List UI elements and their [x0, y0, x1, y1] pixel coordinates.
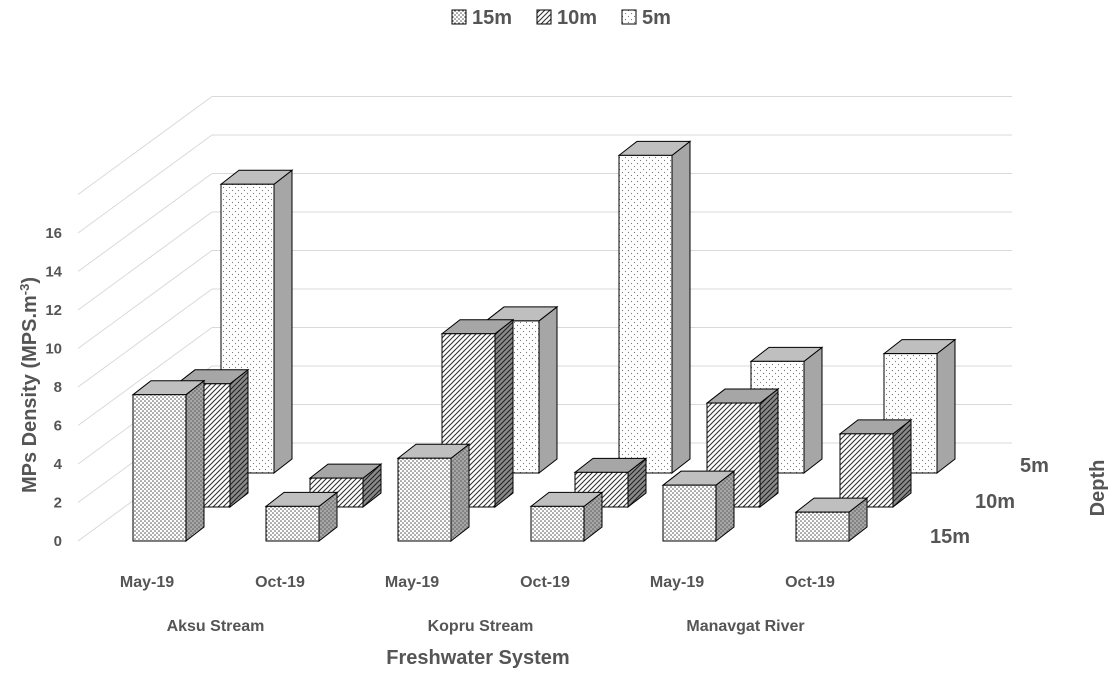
- y-tick-label: 2: [54, 495, 62, 512]
- bar-front: [618, 154, 673, 474]
- bar-side: [185, 379, 205, 543]
- bar-15m-0: [131, 379, 206, 543]
- x-category-label: May-19: [385, 574, 439, 591]
- bar-side: [759, 388, 779, 509]
- bar-front: [839, 433, 894, 508]
- x-category-label: May-19: [120, 574, 174, 591]
- gridline-side: [77, 134, 213, 234]
- gridline-side: [77, 173, 213, 272]
- x-category-label: Oct-19: [785, 574, 835, 591]
- x-category-label: Oct-19: [255, 574, 305, 591]
- bar-15m-2: [396, 443, 471, 543]
- gridline-side: [77, 211, 213, 311]
- bar-15m-5: [794, 497, 869, 543]
- bar-side: [450, 443, 470, 543]
- bar-side: [936, 338, 956, 475]
- y-tick-label: 4: [54, 456, 63, 473]
- gridlines: [77, 96, 1012, 542]
- gridline-side: [77, 327, 213, 426]
- x-axis-title: Freshwater System: [386, 647, 569, 669]
- bar-front: [397, 457, 452, 542]
- bar-side: [229, 368, 249, 509]
- bar-side: [803, 346, 823, 475]
- legend-item-10m: 10m: [536, 7, 597, 29]
- bar-15m-3: [529, 491, 604, 543]
- y-tick-label: 6: [54, 418, 62, 435]
- x-axis-groups: Aksu Stream Kopru Stream Manavgat River: [167, 618, 805, 635]
- y-axis-title: MPs Density (MPS.m-3): [17, 277, 42, 493]
- legend: 15m 10m 5m: [451, 7, 671, 29]
- bar-side: [494, 318, 514, 509]
- bar-15m-4: [661, 470, 736, 543]
- bar-front: [662, 484, 717, 542]
- y-tick-label: 14: [45, 264, 62, 281]
- depth-label: 5m: [1020, 455, 1049, 477]
- depth-label: 15m: [930, 526, 970, 548]
- legend-item-5m: 5m: [621, 7, 671, 29]
- bar-front: [795, 511, 850, 542]
- depth-label: 10m: [975, 491, 1015, 513]
- bar-side: [273, 169, 293, 475]
- y-tick-label: 10: [45, 341, 62, 358]
- bar-side: [538, 305, 558, 475]
- y-axis-ticks: 0 2 4 6 8 10 12 14 16: [45, 225, 62, 550]
- y-tick-label: 8: [54, 379, 62, 396]
- x-category-label: May-19: [650, 574, 704, 591]
- bar-side: [671, 140, 691, 475]
- gridline-side: [77, 250, 213, 349]
- bar-front: [265, 505, 320, 542]
- bars: [131, 140, 957, 543]
- bar-5m-3: [617, 140, 692, 475]
- x-group-label: Aksu Stream: [167, 618, 265, 635]
- x-category-label: Oct-19: [520, 574, 570, 591]
- x-group-label: Kopru Stream: [428, 618, 534, 635]
- x-group-label: Manavgat River: [686, 618, 804, 635]
- bar-15m-1: [264, 491, 339, 543]
- legend-label-10m: 10m: [557, 7, 597, 29]
- legend-label-15m: 15m: [472, 7, 512, 29]
- gridline-side: [77, 96, 213, 195]
- bar-10m-5: [838, 418, 913, 509]
- depth-axis-title: Depth: [1087, 460, 1109, 517]
- x-axis-categories: May-19 Oct-19 May-19 Oct-19 May-19 Oct-19: [120, 574, 835, 591]
- legend-item-15m: 15m: [451, 7, 512, 29]
- legend-label-5m: 5m: [642, 7, 671, 29]
- y-tick-label: 12: [45, 302, 62, 319]
- y-tick-label: 0: [54, 533, 62, 550]
- bar-front: [132, 394, 187, 542]
- bar-side: [892, 418, 912, 509]
- bar-front: [530, 505, 585, 542]
- y-tick-label: 16: [45, 225, 62, 242]
- gridline-side: [77, 288, 213, 388]
